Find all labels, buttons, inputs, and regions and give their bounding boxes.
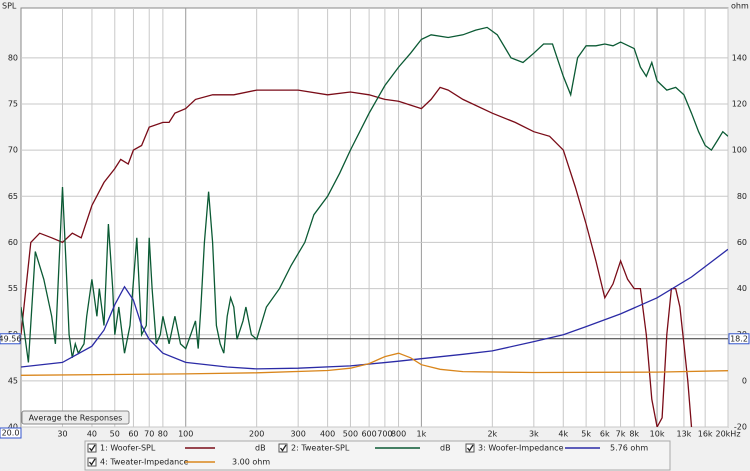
legend-label: 4: Tweater-Impedance [100, 458, 189, 467]
x-tick-label: 10k [650, 430, 665, 439]
y2-tick-label: 140 [732, 53, 747, 62]
x-tick-label: 13k [677, 430, 692, 439]
button[interactable] [21, 410, 130, 425]
legend-readout: 5.76 ohm [610, 444, 648, 453]
plot-area [20, 7, 729, 428]
legend-readout: dB [440, 444, 451, 453]
y-tick-label: 80 [8, 53, 18, 62]
x-tick-label: 20kHz [715, 430, 740, 439]
legend-check [88, 458, 96, 466]
y2-tick-label: 40 [737, 284, 747, 293]
series-line [21, 352, 728, 376]
y-tick-label: 75 [8, 99, 18, 108]
x-tick-label: 8k [629, 430, 639, 439]
x-tick-label: 4k [558, 430, 568, 439]
x-tick-label: 200 [249, 430, 264, 439]
x-tick-label: 600 [361, 430, 376, 439]
plot-lines [21, 26, 728, 427]
y-axis-label: SPL [2, 2, 17, 11]
x-tick-label: 300 [291, 430, 306, 439]
series-line [21, 26, 728, 363]
cursor-box [728, 333, 750, 345]
legend-check [88, 444, 96, 452]
y2-tick-label: 60 [737, 238, 747, 247]
x-tick-label: 30 [57, 430, 67, 439]
cursor-x-label: 20.0 [2, 429, 20, 438]
button-label: Average the Responses [29, 414, 123, 423]
x-tick-label: 16k [698, 430, 713, 439]
x-tick-label: 7k [616, 430, 626, 439]
legend-check [279, 444, 287, 452]
x-tick-label: 100 [178, 430, 193, 439]
x-tick-label: 1k [417, 430, 427, 439]
cursor-box [0, 333, 21, 345]
cursor-y-label: 49.56 [0, 334, 21, 343]
x-tick-label: 70 [144, 430, 154, 439]
legend-box [84, 440, 671, 471]
legend-label: 1: Woofer-SPL [100, 444, 156, 453]
y2-axis-label: ohm [731, 2, 749, 11]
y-tick-label: 55 [8, 284, 18, 293]
legend-label: 3: Woofer-Impedance [478, 444, 564, 453]
x-tick-label: 500 [343, 430, 358, 439]
x-tick-label: 5k [581, 430, 591, 439]
x-tick-label: 400 [320, 430, 335, 439]
series-line [21, 248, 728, 370]
x-tick-label: 2k [487, 430, 497, 439]
y2-tick-label: -20 [734, 423, 747, 432]
legend-checkbox[interactable] [87, 443, 97, 453]
legend-checkbox[interactable] [465, 443, 475, 453]
legend-label: 2: Tweater-SPL [291, 444, 350, 453]
cursor-y2-label: 18.2 [730, 334, 748, 343]
legend-readout: 3.00 ohm [232, 458, 270, 467]
y2-tick-label: 100 [732, 146, 747, 155]
legend-readout: dB [255, 444, 266, 453]
x-tick-label: 80 [158, 430, 168, 439]
x-tick-label: 700 [377, 430, 392, 439]
x-tick-label: 60 [128, 430, 138, 439]
x-tick-label: 40 [87, 430, 97, 439]
x-tick-label: 6k [600, 430, 610, 439]
y-tick-label: 40 [8, 423, 18, 432]
y-tick-label: 70 [8, 146, 18, 155]
series-line [21, 86, 693, 427]
x-tick-label: 800 [391, 430, 406, 439]
cursor-box [0, 427, 22, 439]
y-tick-label: 65 [8, 192, 18, 201]
legend-checkbox[interactable] [278, 443, 288, 453]
legend-check [466, 444, 474, 452]
y2-tick-label: 120 [732, 99, 747, 108]
x-tick-label: 3k [529, 430, 539, 439]
legend-checkbox[interactable] [87, 457, 97, 467]
y-tick-label: 45 [8, 376, 18, 385]
y2-tick-label: 0 [742, 376, 747, 385]
y-tick-label: 60 [8, 238, 18, 247]
x-tick-label: 50 [110, 430, 120, 439]
y2-tick-label: 80 [737, 192, 747, 201]
